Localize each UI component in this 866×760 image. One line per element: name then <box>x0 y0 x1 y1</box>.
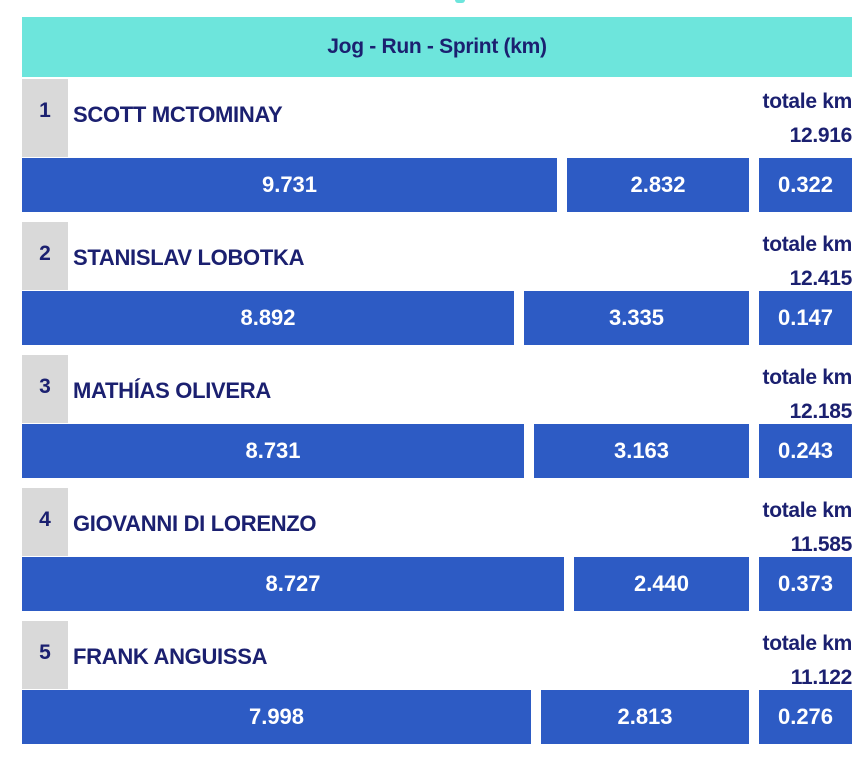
sprint-bar: 0.373 <box>759 557 852 611</box>
run-bar: 2.813 <box>541 690 749 744</box>
jog-bar: 9.731 <box>22 158 557 212</box>
total-label: totale km <box>762 366 853 389</box>
rank: 1 <box>22 79 68 157</box>
player-info: 3 MATHÍAS OLIVERA totale km 12.185 <box>22 355 852 423</box>
rank: 3 <box>22 355 68 423</box>
sprint-bar: 0.147 <box>759 291 852 345</box>
total-label: totale km <box>762 632 853 655</box>
total-label: totale km <box>762 233 853 256</box>
sprint-bar: 0.243 <box>759 424 852 478</box>
run-bar: 3.335 <box>524 291 749 345</box>
total-km: totale km 11.585 <box>763 494 853 562</box>
player-info: 5 FRANK ANGUISSA totale km 11.122 <box>22 621 852 689</box>
total-value: 12.916 <box>789 124 853 147</box>
total-label: totale km <box>762 499 853 522</box>
total-km: totale km 11.122 <box>763 627 853 695</box>
jog-bar: 8.731 <box>22 424 524 478</box>
player-info: 2 STANISLAV LOBOTKA totale km 12.415 <box>22 222 852 290</box>
player-name: STANISLAV LOBOTKA <box>73 245 305 270</box>
distance-bars: 9.731 2.832 0.322 <box>22 158 852 212</box>
rank: 5 <box>22 621 68 689</box>
player-row: 1 SCOTT MCTOMINAY totale km 12.916 9.731… <box>22 79 852 212</box>
player-row: 3 MATHÍAS OLIVERA totale km 12.185 8.731… <box>22 355 852 478</box>
ranking-table: Jog - Run - Sprint (km) 1 SCOTT MCTOMINA… <box>22 17 852 744</box>
run-bar: 3.163 <box>534 424 749 478</box>
player-name: GIOVANNI DI LORENZO <box>73 511 317 536</box>
top-decoration <box>455 0 465 3</box>
total-label: totale km <box>762 90 853 113</box>
total-km: totale km 12.185 <box>763 361 853 429</box>
total-value: 11.585 <box>790 533 853 556</box>
player-name: SCOTT MCTOMINAY <box>73 102 283 127</box>
rank: 4 <box>22 488 68 556</box>
distance-bars: 7.998 2.813 0.276 <box>22 690 852 744</box>
rank: 2 <box>22 222 68 290</box>
player-row: 2 STANISLAV LOBOTKA totale km 12.415 8.8… <box>22 222 852 345</box>
run-bar: 2.440 <box>574 557 749 611</box>
total-km: totale km 12.415 <box>763 228 853 296</box>
sprint-bar: 0.322 <box>759 158 852 212</box>
player-info: 1 SCOTT MCTOMINAY totale km 12.916 <box>22 79 852 157</box>
run-bar: 2.832 <box>567 158 749 212</box>
player-name: MATHÍAS OLIVERA <box>73 378 271 403</box>
player-info: 4 GIOVANNI DI LORENZO totale km 11.585 <box>22 488 852 556</box>
distance-bars: 8.727 2.440 0.373 <box>22 557 852 611</box>
sprint-bar: 0.276 <box>759 690 852 744</box>
player-name: FRANK ANGUISSA <box>73 644 268 669</box>
total-km: totale km 12.916 <box>763 85 853 153</box>
total-value: 12.185 <box>789 400 853 423</box>
table-title: Jog - Run - Sprint (km) <box>22 17 852 77</box>
distance-bars: 8.731 3.163 0.243 <box>22 424 852 478</box>
player-row: 4 GIOVANNI DI LORENZO totale km 11.585 8… <box>22 488 852 611</box>
player-row: 5 FRANK ANGUISSA totale km 11.122 7.998 … <box>22 621 852 744</box>
total-value: 12.415 <box>789 267 853 290</box>
distance-bars: 8.892 3.335 0.147 <box>22 291 852 345</box>
jog-bar: 7.998 <box>22 690 531 744</box>
jog-bar: 8.892 <box>22 291 514 345</box>
player-list: 1 SCOTT MCTOMINAY totale km 12.916 9.731… <box>22 79 852 744</box>
total-value: 11.122 <box>790 666 853 689</box>
jog-bar: 8.727 <box>22 557 564 611</box>
